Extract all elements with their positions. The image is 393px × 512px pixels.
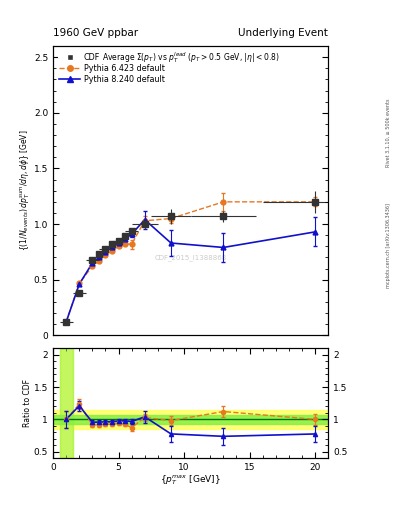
Bar <box>53 410 328 429</box>
Text: CDF_2015_I1388868: CDF_2015_I1388868 <box>154 254 227 261</box>
Text: 1960 GeV ppbar: 1960 GeV ppbar <box>53 28 138 38</box>
Text: Rivet 3.1.10, ≥ 500k events: Rivet 3.1.10, ≥ 500k events <box>386 99 391 167</box>
Legend: CDF, Pythia 6.423 default, Pythia 8.240 default: CDF, Pythia 6.423 default, Pythia 8.240 … <box>57 50 167 86</box>
Text: mcplots.cern.ch [arXiv:1306.3436]: mcplots.cern.ch [arXiv:1306.3436] <box>386 203 391 288</box>
Text: Underlying Event: Underlying Event <box>238 28 328 38</box>
Bar <box>60 348 73 458</box>
Text: Average $\Sigma(p_T)$ vs $p_T^{lead}$ $(p_T > 0.5$ GeV, $|\eta| < 0.8)$: Average $\Sigma(p_T)$ vs $p_T^{lead}$ $(… <box>102 50 279 66</box>
Y-axis label: Ratio to CDF: Ratio to CDF <box>24 379 33 427</box>
Y-axis label: $\{(1/N_{events})\, dp_T^{sum}/d\eta, d\phi\}$ [GeV]: $\{(1/N_{events})\, dp_T^{sum}/d\eta, d\… <box>19 130 33 251</box>
Bar <box>53 415 328 424</box>
X-axis label: $\{p_T^{max}$ [GeV]$\}$: $\{p_T^{max}$ [GeV]$\}$ <box>160 474 221 487</box>
Bar <box>60 348 73 458</box>
